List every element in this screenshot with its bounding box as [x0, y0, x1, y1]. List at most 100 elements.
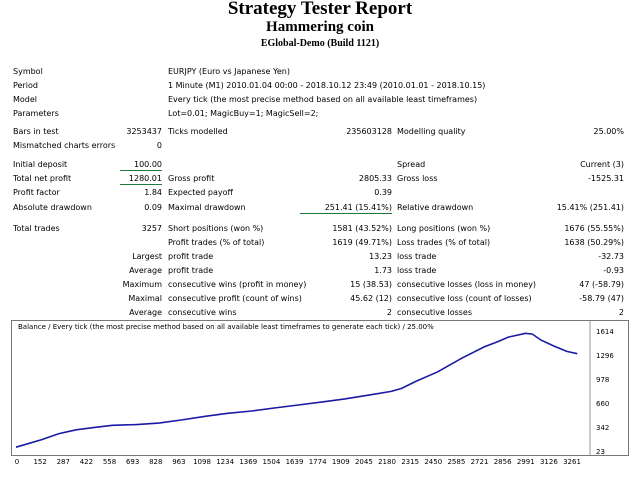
- max-consecutive-wins-label: consecutive wins (profit in money): [168, 280, 307, 289]
- balance-chart: Balance / Every tick (the most precise m…: [11, 320, 629, 456]
- maximal-consecutive-loss-value: -58.79 (47): [579, 294, 624, 303]
- symbol-value: EURJPY (Euro vs Japanese Yen): [168, 67, 290, 76]
- largest-loss-label: loss trade: [397, 252, 437, 261]
- x-tick-label: 963: [172, 458, 186, 466]
- max-consecutive-losses-value: 47 (-58.79): [579, 280, 624, 289]
- profit-trades-value: 1619 (49.71%): [332, 238, 392, 247]
- avg-consecutive-wins-value: 2: [386, 308, 392, 317]
- ticks-label: Ticks modelled: [168, 127, 228, 136]
- largest-profit-value: 13.23: [369, 252, 392, 261]
- model-label: Model: [13, 95, 38, 104]
- avg-consecutive-wins-label: consecutive wins: [168, 308, 237, 317]
- x-tick-label: 558: [102, 458, 117, 466]
- y-tick-label: 1296: [596, 351, 614, 360]
- maximal-consecutive-profit-value: 45.62 (12): [350, 294, 392, 303]
- bars-label: Bars in test: [13, 127, 59, 136]
- x-tick-label: 1504: [262, 458, 281, 466]
- y-tick-label: 23: [596, 448, 605, 456]
- gross-profit-value: 2805.33: [358, 174, 392, 183]
- gross-loss-label: Gross loss: [397, 174, 438, 183]
- average-label: Average: [129, 266, 162, 275]
- quality-value: 25.00%: [593, 127, 624, 136]
- expected-payoff-label: Expected payoff: [168, 188, 233, 197]
- gross-profit-label: Gross profit: [168, 174, 215, 183]
- x-tick-label: 1369: [239, 458, 258, 466]
- absolute-drawdown-label: Absolute drawdown: [13, 203, 92, 212]
- expected-payoff-value: 0.39: [374, 188, 392, 197]
- average-profit-label: profit trade: [168, 266, 214, 275]
- balance-chart-svg: [15, 321, 591, 455]
- maximum-label: Maximum: [122, 280, 162, 289]
- spread-label: Spread: [397, 160, 426, 169]
- maximal-drawdown-value: 251.41 (15.41%): [300, 202, 392, 214]
- x-tick-label: 693: [125, 458, 140, 466]
- x-tick-label: 0: [14, 458, 20, 466]
- average-loss-label: loss trade: [397, 266, 437, 275]
- x-tick-label: 2991: [516, 458, 535, 466]
- total-trades-label: Total trades: [13, 224, 60, 233]
- short-positions-label: Short positions (won %): [168, 224, 264, 233]
- bars-value: 3253437: [126, 127, 162, 136]
- largest-profit-label: profit trade: [168, 252, 214, 261]
- mismatch-value: 0: [156, 141, 162, 150]
- quality-label: Modelling quality: [397, 127, 466, 136]
- relative-drawdown-label: Relative drawdown: [397, 203, 474, 212]
- x-tick-label: 287: [56, 458, 70, 466]
- x-tick-label: 2721: [470, 458, 489, 466]
- ticks-value: 235603128: [346, 127, 392, 136]
- long-positions-label: Long positions (won %): [397, 224, 491, 233]
- maximal-consecutive-profit-label: consecutive profit (count of wins): [168, 294, 302, 303]
- balance-line: [15, 332, 578, 448]
- x-tick-label: 2315: [401, 458, 420, 466]
- average-consecutive-label: Average: [129, 308, 162, 317]
- avg-consecutive-losses-label: consecutive losses: [397, 308, 473, 317]
- parameters-value: Lot=0.01; MagicBuy=1; MagicSell=2;: [168, 109, 319, 118]
- largest-label: Largest: [132, 252, 162, 261]
- y-tick-label: 660: [596, 399, 610, 408]
- maximal-drawdown-label: Maximal drawdown: [168, 203, 246, 212]
- x-tick-label: 2045: [354, 458, 373, 466]
- x-tick-label: 2585: [447, 458, 466, 466]
- y-tick-label: 342: [596, 423, 610, 432]
- model-value: Every tick (the most precise method base…: [168, 95, 478, 104]
- long-positions-value: 1676 (55.55%): [564, 224, 624, 233]
- x-tick-label: 1909: [331, 458, 350, 466]
- mismatch-label: Mismatched charts errors: [13, 141, 116, 150]
- spread-value: Current (3): [580, 160, 624, 169]
- profit-factor-value: 1.84: [144, 188, 162, 197]
- x-tick-label: 1098: [193, 458, 211, 466]
- y-tick-label: 1614: [596, 328, 614, 336]
- deposit-label: Initial deposit: [13, 160, 68, 169]
- short-positions-value: 1581 (43.52%): [332, 224, 392, 233]
- net-profit-value: 1280.01: [120, 173, 162, 185]
- report-title: Strategy Tester Report: [227, 0, 413, 19]
- relative-drawdown-value: 15.41% (251.41): [556, 203, 624, 212]
- server-build: EGlobal-Demo (Build 1121): [260, 38, 380, 49]
- period-value: 1 Minute (M1) 2010.01.04 00:00 - 2018.10…: [168, 81, 486, 90]
- loss-trades-label: Loss trades (% of total): [397, 238, 491, 247]
- x-tick-label: 1774: [308, 458, 327, 466]
- x-tick-label: 2180: [378, 458, 396, 466]
- maximal-consecutive-loss-label: consecutive loss (count of losses): [397, 294, 532, 303]
- gross-loss-value: -1525.31: [588, 174, 624, 183]
- x-tick-label: 3261: [563, 458, 581, 466]
- period-label: Period: [13, 81, 38, 90]
- max-consecutive-wins-value: 15 (38.53): [350, 280, 392, 289]
- max-consecutive-losses-label: consecutive losses (loss in money): [397, 280, 537, 289]
- avg-consecutive-losses-value: 2: [618, 308, 624, 317]
- x-tick-label: 1639: [285, 458, 304, 466]
- loss-trades-value: 1638 (50.29%): [564, 238, 624, 247]
- profit-factor-label: Profit factor: [13, 188, 60, 197]
- x-tick-label: 1234: [216, 458, 235, 466]
- maximal-label: Maximal: [128, 294, 162, 303]
- x-tick-label: 3126: [539, 458, 558, 466]
- average-profit-value: 1.73: [374, 266, 392, 275]
- y-tick-label: 978: [596, 375, 610, 384]
- expert-name: Hammering coin: [266, 19, 374, 35]
- profit-trades-label: Profit trades (% of total): [168, 238, 265, 247]
- symbol-label: Symbol: [13, 67, 43, 76]
- x-tick-label: 152: [33, 458, 47, 466]
- parameters-label: Parameters: [13, 109, 59, 118]
- net-profit-label: Total net profit: [13, 174, 72, 183]
- x-tick-label: 422: [79, 458, 94, 466]
